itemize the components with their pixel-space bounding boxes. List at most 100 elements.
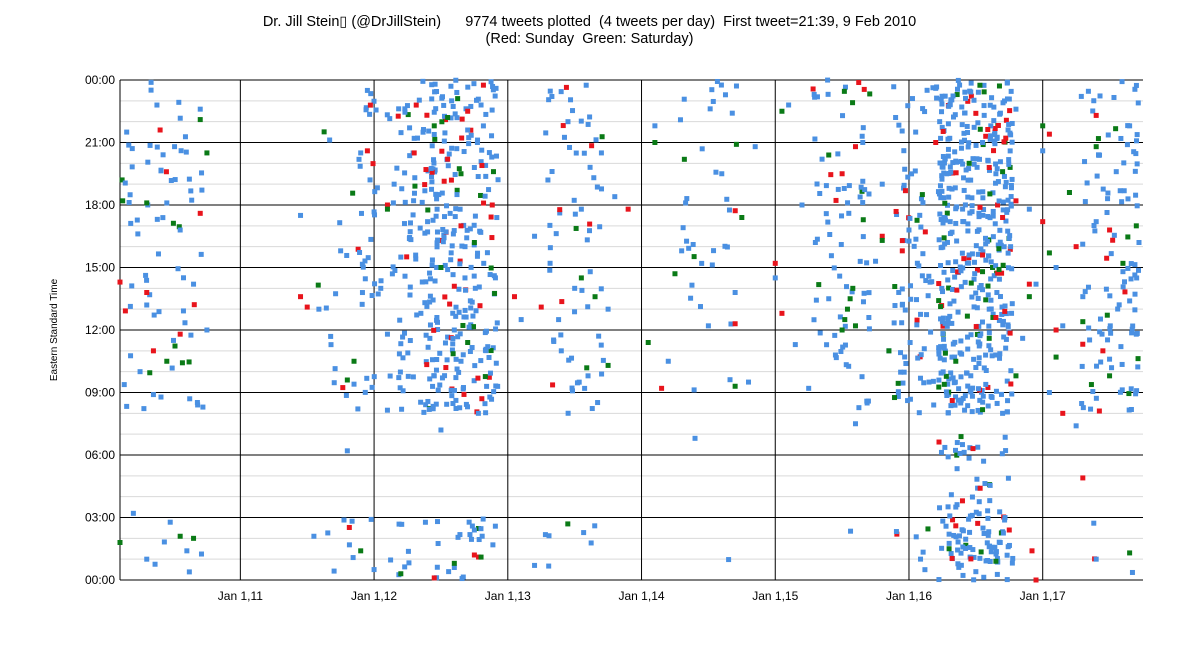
tweet-point-weekday xyxy=(433,401,439,407)
tweet-point-weekday xyxy=(958,562,964,568)
tweet-point-weekday xyxy=(126,200,132,206)
tweet-point-sunday xyxy=(587,221,593,227)
tweet-point-weekday xyxy=(400,388,406,394)
tweet-point-weekday xyxy=(1079,401,1085,407)
tweet-point-saturday xyxy=(826,152,832,158)
tweet-point-weekday xyxy=(547,222,553,228)
tweet-point-weekday xyxy=(468,264,474,270)
tweet-point-weekday xyxy=(1134,388,1140,394)
tweet-point-weekday xyxy=(905,174,911,180)
tweet-point-weekday xyxy=(966,140,972,146)
tweet-point-weekday xyxy=(965,383,971,389)
x-tick-label: Jan 1,15 xyxy=(752,589,798,603)
tweet-point-weekday xyxy=(429,179,435,185)
tweet-point-weekday xyxy=(152,561,158,567)
tweet-point-weekday xyxy=(955,77,961,83)
tweet-point-weekday xyxy=(962,89,968,95)
tweet-point-weekday xyxy=(343,392,349,398)
tweet-point-weekday xyxy=(490,542,496,548)
tweet-point-weekday xyxy=(988,297,994,303)
tweet-point-weekday xyxy=(1132,307,1138,313)
tweet-point-saturday xyxy=(859,188,865,194)
tweet-point-weekday xyxy=(469,523,475,529)
tweet-point-weekday xyxy=(913,236,919,242)
tweet-point-weekday xyxy=(918,352,924,358)
tweet-point-weekday xyxy=(432,167,438,173)
tweet-point-weekday xyxy=(983,352,989,358)
tweet-point-weekday xyxy=(963,95,969,101)
tweet-point-weekday xyxy=(973,290,979,296)
tweet-point-weekday xyxy=(400,334,406,340)
tweet-point-weekday xyxy=(1108,251,1114,257)
tweet-point-saturday xyxy=(958,434,964,440)
tweet-point-weekday xyxy=(450,336,456,342)
tweet-point-saturday xyxy=(996,266,1002,272)
tweet-point-weekday xyxy=(937,355,943,361)
tweet-point-weekday xyxy=(860,299,866,305)
tweet-point-weekday xyxy=(997,509,1003,515)
tweet-point-weekday xyxy=(691,387,697,393)
tweet-point-weekday xyxy=(967,445,973,451)
tweet-point-weekday xyxy=(985,515,991,521)
tweet-point-sunday xyxy=(833,197,839,203)
tweet-point-weekday xyxy=(1004,209,1010,215)
tweet-point-weekday xyxy=(434,564,440,570)
tweet-point-weekday xyxy=(422,230,428,236)
tweet-point-saturday xyxy=(966,160,972,166)
tweet-point-weekday xyxy=(835,186,841,192)
tweet-point-weekday xyxy=(971,97,977,103)
tweet-point-weekday xyxy=(367,111,373,117)
tweet-point-weekday xyxy=(811,91,817,97)
tweet-point-weekday xyxy=(652,123,658,129)
tweet-point-weekday xyxy=(681,96,687,102)
tweet-point-weekday xyxy=(191,281,197,287)
tweet-point-weekday xyxy=(726,207,732,213)
tweet-point-weekday xyxy=(940,518,946,524)
tweet-point-weekday xyxy=(413,256,419,262)
tweet-point-saturday xyxy=(578,275,584,281)
tweet-point-weekday xyxy=(435,387,441,393)
tweet-point-weekday xyxy=(965,346,971,352)
tweet-point-weekday xyxy=(894,212,900,218)
tweet-point-weekday xyxy=(899,286,905,292)
tweet-point-weekday xyxy=(987,102,993,108)
tweet-point-weekday xyxy=(463,401,469,407)
tweet-point-weekday xyxy=(449,347,455,353)
tweet-point-weekday xyxy=(369,384,375,390)
tweet-point-saturday xyxy=(1133,223,1139,229)
tweet-point-weekday xyxy=(404,103,410,109)
tweet-point-weekday xyxy=(374,185,380,191)
tweet-point-weekday xyxy=(588,540,594,546)
tweet-point-sunday xyxy=(899,248,905,254)
tweet-point-weekday xyxy=(455,534,461,540)
tweet-point-weekday xyxy=(922,109,928,115)
tweet-point-saturday xyxy=(938,304,944,310)
tweet-point-weekday xyxy=(860,200,866,206)
tweet-point-sunday xyxy=(489,202,495,208)
tweet-point-sunday xyxy=(1104,255,1110,261)
tweet-point-weekday xyxy=(405,350,411,356)
tweet-point-weekday xyxy=(432,278,438,284)
tweet-point-sunday xyxy=(163,169,169,175)
y-tick-label: 18:00 xyxy=(85,198,115,212)
tweet-point-weekday xyxy=(966,252,972,258)
tweet-point-weekday xyxy=(983,241,989,247)
tweet-point-weekday xyxy=(456,309,462,315)
tweet-point-weekday xyxy=(418,310,424,316)
tweet-point-weekday xyxy=(1135,364,1141,370)
tweet-point-sunday xyxy=(304,304,310,310)
tweet-point-weekday xyxy=(451,228,457,234)
tweet-point-weekday xyxy=(425,398,431,404)
tweet-point-sunday xyxy=(457,258,463,264)
tweet-point-weekday xyxy=(565,119,571,125)
tweet-point-weekday xyxy=(981,103,987,109)
tweet-point-weekday xyxy=(449,145,455,151)
tweet-point-weekday xyxy=(860,178,866,184)
tweet-point-weekday xyxy=(454,146,460,152)
tweet-point-weekday xyxy=(407,292,413,298)
tweet-point-weekday xyxy=(599,186,605,192)
tweet-point-weekday xyxy=(832,352,838,358)
tweet-point-weekday xyxy=(475,250,481,256)
tweet-point-weekday xyxy=(958,158,964,164)
